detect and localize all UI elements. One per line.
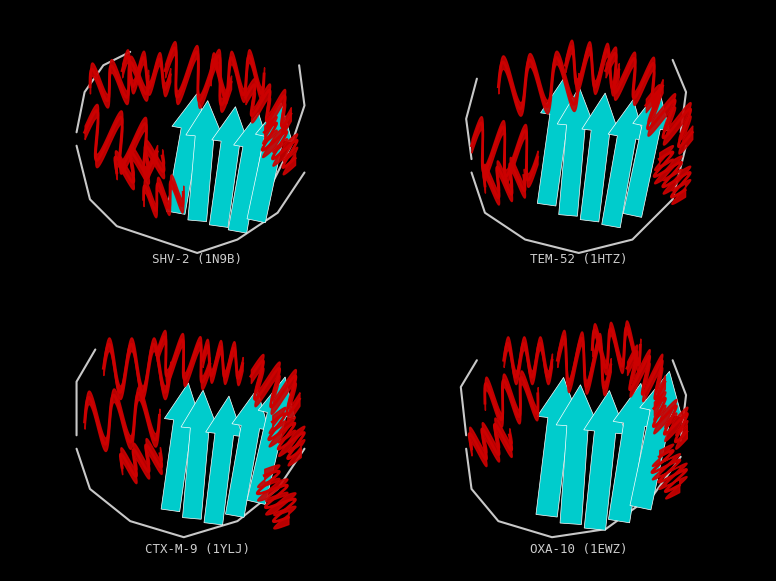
Polygon shape [247, 377, 295, 504]
Polygon shape [161, 383, 202, 512]
Polygon shape [536, 377, 580, 517]
Text: CTX-M-9 (1YLJ): CTX-M-9 (1YLJ) [144, 543, 250, 556]
Polygon shape [226, 389, 269, 517]
Polygon shape [204, 396, 243, 525]
Polygon shape [601, 99, 645, 228]
Polygon shape [228, 113, 271, 233]
Text: TEM-52 (1HTZ): TEM-52 (1HTZ) [530, 253, 628, 266]
Polygon shape [584, 390, 626, 530]
Text: SHV-2 (1N9B): SHV-2 (1N9B) [152, 253, 242, 266]
Polygon shape [556, 385, 599, 525]
Polygon shape [167, 94, 209, 214]
Polygon shape [181, 390, 218, 519]
Polygon shape [580, 93, 619, 222]
Polygon shape [537, 77, 577, 206]
Polygon shape [210, 107, 249, 227]
Polygon shape [608, 383, 656, 523]
Polygon shape [623, 89, 670, 217]
Polygon shape [186, 101, 223, 221]
Polygon shape [557, 87, 594, 216]
Polygon shape [630, 371, 682, 510]
Text: OXA-10 (1EWZ): OXA-10 (1EWZ) [530, 543, 628, 556]
Polygon shape [247, 103, 292, 223]
